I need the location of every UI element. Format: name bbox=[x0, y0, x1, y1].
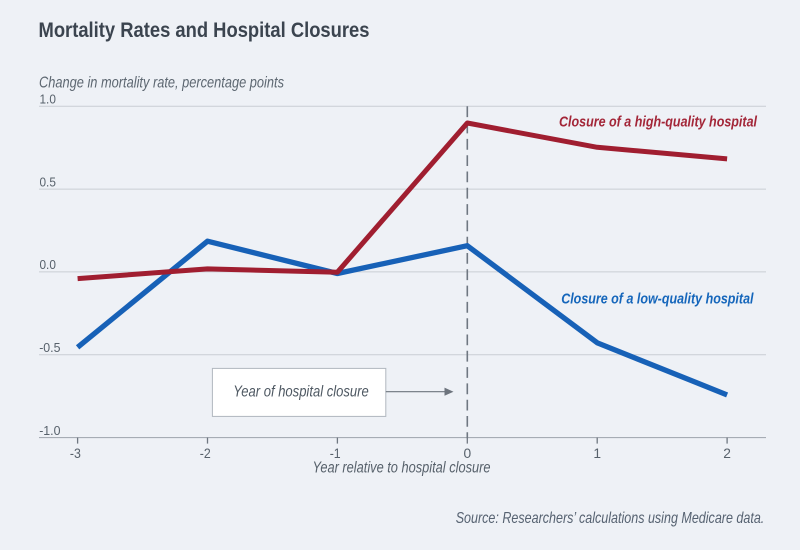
svg-text:-3: -3 bbox=[70, 446, 81, 461]
svg-text:-1.0: -1.0 bbox=[39, 423, 60, 438]
svg-text:0: 0 bbox=[463, 446, 471, 461]
svg-text:2: 2 bbox=[723, 446, 731, 461]
svg-text:Change in mortality rate, perc: Change in mortality rate, percentage poi… bbox=[39, 74, 284, 91]
svg-text:0.5: 0.5 bbox=[40, 174, 56, 189]
svg-text:Year relative to hospital clos: Year relative to hospital closure bbox=[313, 459, 491, 476]
svg-text:Mortality Rates and Hospital C: Mortality Rates and Hospital Closures bbox=[39, 19, 370, 42]
svg-text:1: 1 bbox=[593, 446, 601, 461]
svg-text:-0.5: -0.5 bbox=[39, 340, 60, 355]
svg-text:Closure of a high-quality hosp: Closure of a high-quality hospital bbox=[559, 113, 758, 130]
svg-text:Closure of a low-quality hospi: Closure of a low-quality hospital bbox=[561, 291, 754, 308]
svg-text:-1: -1 bbox=[330, 446, 341, 461]
svg-text:0.0: 0.0 bbox=[40, 257, 56, 272]
svg-text:Source: Researchers’ calculati: Source: Researchers’ calculations using … bbox=[456, 510, 765, 527]
svg-text:1.0: 1.0 bbox=[40, 92, 56, 107]
svg-text:Year of hospital closure: Year of hospital closure bbox=[233, 384, 369, 401]
svg-text:-2: -2 bbox=[200, 446, 211, 461]
